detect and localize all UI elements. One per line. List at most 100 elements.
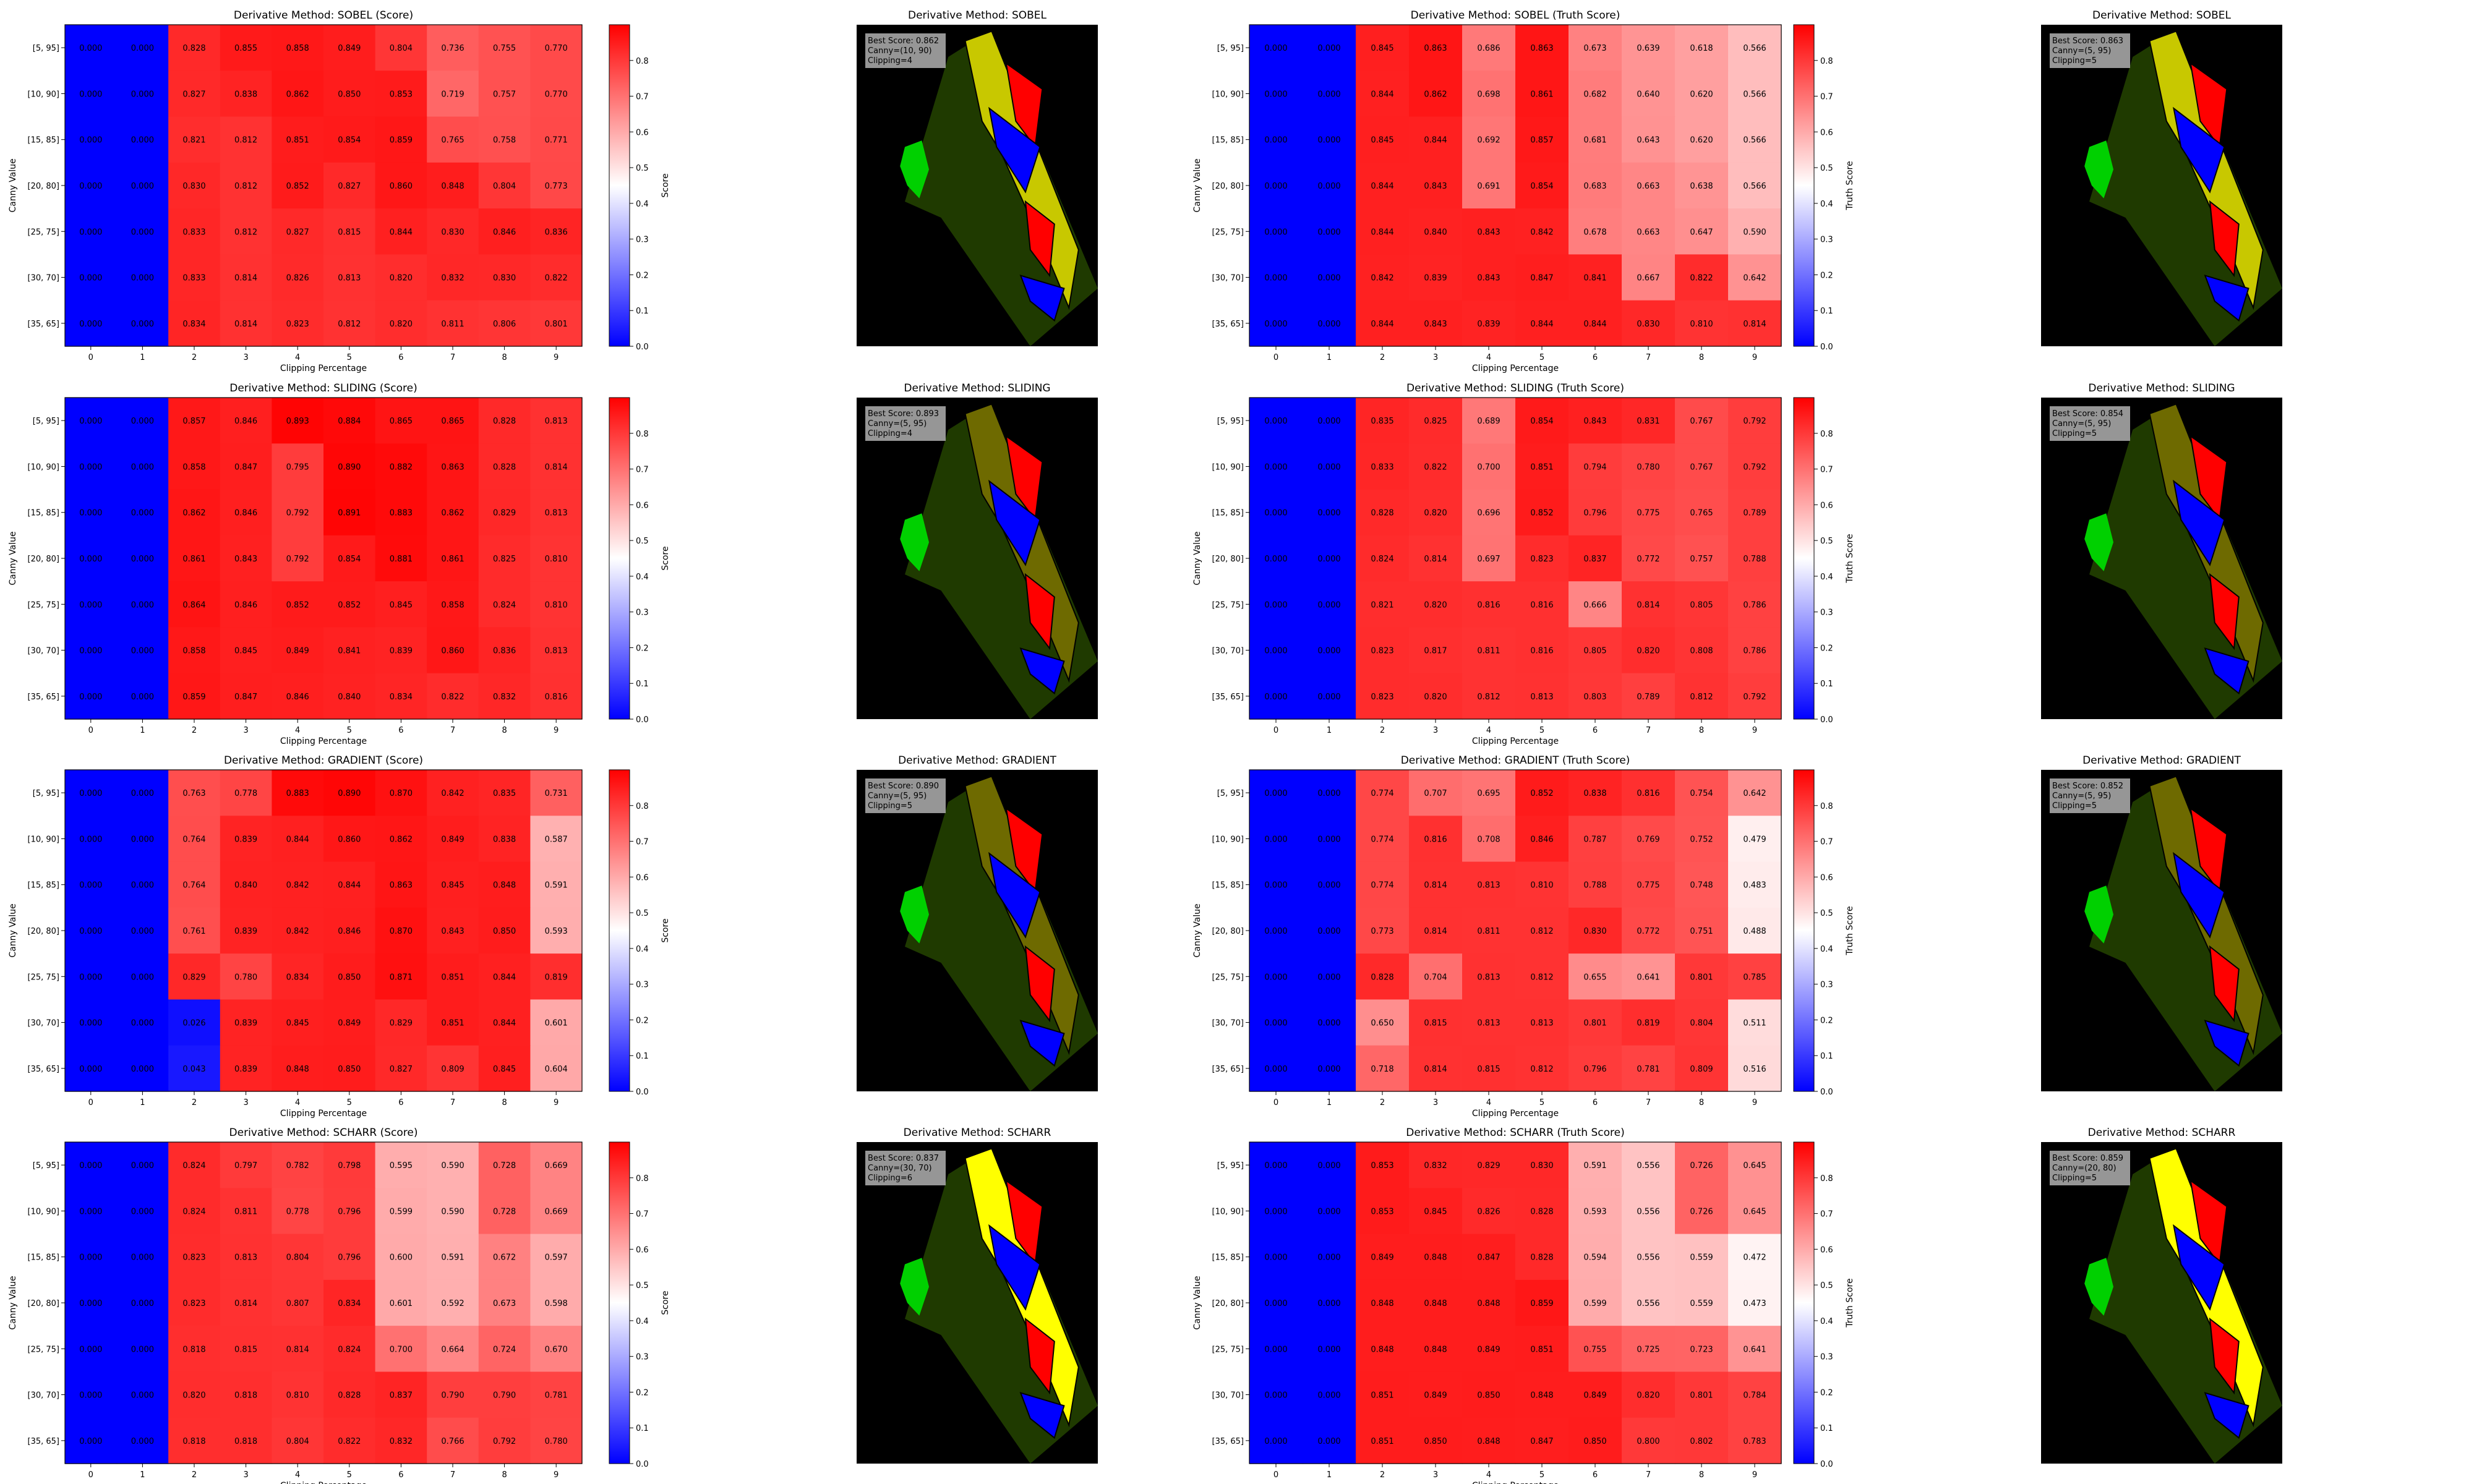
heatmap-cell [1249,907,1303,954]
heatmap-cell [1569,1188,1622,1235]
image-title: Derivative Method: SCHARR [904,1127,1051,1139]
x-tick-label: 0 [88,1470,93,1480]
heatmap-cell [530,627,583,674]
cell-value-label: 0.000 [79,136,102,145]
cell-value-label: 0.813 [545,417,568,426]
heatmap-cell [1569,673,1622,720]
heatmap-cell [1303,443,1356,490]
heatmap-cell [116,861,169,908]
heatmap-cell [1356,1326,1410,1373]
cell-value-label: 0.803 [1583,693,1606,702]
segmentation-image-gradient: Derivative Method: GRADIENT Best Score: 0… [2041,754,2282,1091]
heatmap-cell [427,581,479,628]
heatmap-cell [1675,443,1729,490]
cell-value-label: 0.810 [286,1391,309,1401]
x-tick-label: 5 [1539,1470,1544,1480]
heatmap-cell [272,1279,324,1326]
cell-value-label: 0.854 [1530,182,1553,191]
cell-value-label: 0.000 [79,555,102,564]
heatmap-cell [272,816,324,863]
cell-value-label: 0.566 [1743,136,1766,145]
cell-value-label: 0.891 [338,509,361,518]
heatmap-cell [1569,1279,1622,1326]
heatmap-cell [220,162,272,209]
cell-value-label: 0.000 [79,1391,102,1401]
cell-value-label: 0.807 [286,1299,309,1308]
colorbar-tick-label: 0.7 [1820,1210,1833,1219]
colorbar-tick-label: 0.4 [636,1317,649,1326]
x-tick-label: 7 [1646,353,1651,362]
cell-value-label: 0.859 [1530,1299,1553,1308]
heatmap-cell [1675,581,1729,628]
heatmap-cell [1303,208,1356,255]
heatmap-cell [375,398,427,444]
y-tick-label: [10, 90] [1212,463,1244,472]
heatmap-cell [427,162,479,209]
x-tick-label: 3 [243,1098,248,1107]
cell-value-label: 0.843 [1583,417,1606,426]
cell-value-label: 0.850 [493,927,516,936]
cell-value-label: 0.000 [79,509,102,518]
y-tick-label: [30, 70] [28,1019,60,1028]
x-tick-label: 5 [347,726,352,735]
cell-value-label: 0.845 [1371,136,1393,145]
cell-value-label: 0.593 [545,927,568,936]
x-tick-label: 0 [1273,1470,1278,1480]
cell-value-label: 0.000 [131,973,154,982]
cell-value-label: 0.832 [493,693,516,702]
heatmap-cell [1356,208,1410,255]
cell-value-label: 0.845 [234,647,257,656]
red-region [1024,1317,1055,1395]
cell-value-label: 0.814 [1637,600,1659,610]
heatmap-cell [427,535,479,582]
heatmap-cell [1675,999,1729,1046]
best-score-line: Canny=(30, 70) [868,1164,932,1173]
cell-value-label: 0.870 [390,789,413,798]
heatmap-cell [65,254,118,301]
y-tick-label: [25, 75] [1212,973,1244,982]
colorbar-label: Score [661,918,670,942]
cell-value-label: 0.775 [1637,509,1659,518]
heatmap-cell [116,627,169,674]
heatmap-cell [1462,816,1516,863]
cell-value-label: 0.832 [441,274,464,283]
heatmap-cell [168,398,221,444]
heatmap-title: Derivative Method: SCHARR (Score) [229,1127,418,1139]
cell-value-label: 0.682 [1583,90,1606,99]
heatmap-cell [375,861,427,908]
cell-value-label: 0.655 [1583,973,1606,982]
heatmap-cell [478,489,531,536]
heatmap-cell [1303,398,1356,444]
cell-value-label: 0.696 [1477,509,1500,518]
best-score-line: Canny=(20, 80) [2052,1164,2117,1173]
heatmap-title: Derivative Method: GRADIENT (Truth Score… [1401,754,1630,767]
colorbar-tick-label: 0.2 [636,1016,649,1025]
heatmap-cell [530,861,583,908]
heatmap-cell [1249,1279,1303,1326]
heatmap-cell [272,999,324,1046]
cell-value-label: 0.862 [1424,90,1447,99]
colorbar-tick-label: 0.4 [636,945,649,954]
cell-value-label: 0.591 [441,1253,464,1263]
heatmap-cell [478,300,531,347]
colorbar-tick-label: 0.6 [636,128,649,137]
heatmap-cell [1303,581,1356,628]
cell-value-label: 0.000 [1317,973,1340,982]
y-tick-label: [35, 65] [1212,320,1244,329]
cell-value-label: 0.814 [1743,320,1766,329]
heatmap-cell [1569,816,1622,863]
heatmap-cell [530,208,583,255]
heatmap-cell [1569,70,1622,117]
cell-value-label: 0.000 [1317,417,1340,426]
heatmap-cell [1249,1234,1303,1281]
heatmap-cell [530,1326,583,1373]
cell-value-label: 0.556 [1637,1161,1659,1171]
cell-value-label: 0.818 [182,1345,205,1354]
colorbar-tick-label: 0.6 [636,1245,649,1255]
x-axis-label: Clipping Percentage [280,1481,367,1484]
heatmap-cell [1515,1188,1569,1235]
heatmap-cell [427,25,479,71]
cell-value-label: 0.804 [286,1253,309,1263]
heatmap-cell [168,907,221,954]
colorbar-tick-label: 0.3 [636,608,649,618]
